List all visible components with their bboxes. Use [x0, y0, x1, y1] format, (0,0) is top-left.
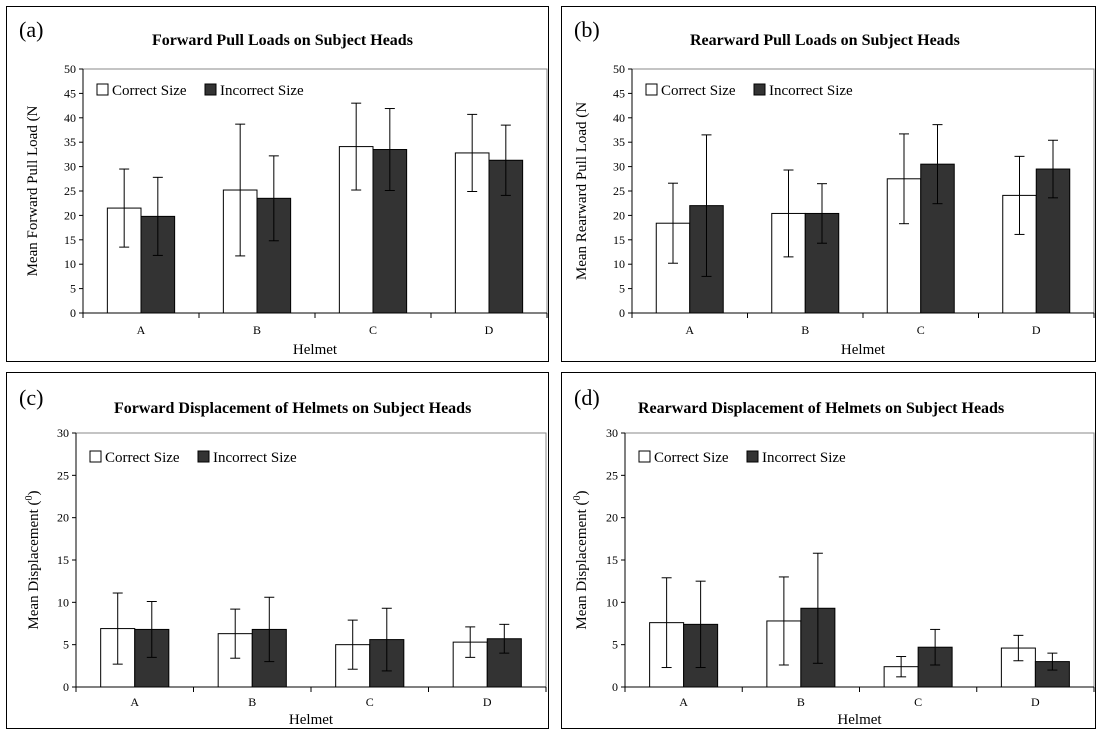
- y-tick-label: 25: [57, 468, 69, 482]
- chart-svg: (b) Rearward Pull Loads on Subject Heads 0…: [574, 17, 1095, 358]
- y-tick-label: 5: [619, 282, 625, 296]
- y-tick-label: 30: [606, 426, 618, 440]
- category-label: D: [1032, 323, 1041, 337]
- y-tick-label: 5: [63, 638, 69, 652]
- y-tick-label: 20: [57, 511, 69, 525]
- chart-panel-a: (a) Forward Pull Loads on Subject Heads 0 5…: [6, 6, 549, 362]
- legend-swatch-incorrect-size: [197, 450, 210, 463]
- x-axis-label: Helmet: [841, 342, 886, 358]
- chart-title: Rearward Pull Loads on Subject Heads: [690, 32, 960, 49]
- y-axis-label: Mean Displacement (0): [572, 490, 590, 629]
- category-label: A: [130, 695, 139, 709]
- chart-panel-d: (d) Rearward Displacement of Helmets on S…: [561, 372, 1096, 729]
- chart-panel-c: (c) Forward Displacement of Helmets on Su…: [6, 372, 549, 729]
- category-label: C: [369, 323, 377, 337]
- legend-label: Correct Size: [112, 83, 187, 99]
- y-tick-label: 45: [64, 86, 76, 100]
- y-tick-label: 5: [70, 282, 76, 296]
- y-tick-label: 0: [612, 680, 618, 694]
- chart-svg: (a) Forward Pull Loads on Subject Heads 0 5…: [19, 17, 548, 358]
- bar-incorrect-size: [486, 638, 522, 688]
- legend-swatch-incorrect-size: [204, 83, 217, 96]
- y-tick-label: 0: [619, 306, 625, 320]
- category-label: C: [917, 323, 925, 337]
- legend-swatch-incorrect-size: [753, 83, 766, 96]
- legend-swatch-correct-size: [96, 83, 109, 96]
- y-tick-label: 35: [613, 135, 625, 149]
- y-tick-label: 25: [606, 468, 618, 482]
- y-axis-label: Mean Rearward Pull Load (N: [574, 102, 590, 280]
- category-label: C: [914, 695, 922, 709]
- chart-title: Forward Displacement of Helmets on Subje…: [114, 400, 471, 417]
- legend-label: Incorrect Size: [762, 450, 846, 466]
- y-tick-label: 10: [613, 257, 625, 271]
- y-tick-label: 0: [63, 680, 69, 694]
- y-tick-label: 20: [613, 208, 625, 222]
- y-tick-label: 5: [612, 638, 618, 652]
- y-tick-label: 15: [57, 553, 69, 567]
- panel-letter: (c): [19, 385, 43, 410]
- y-tick-label: 10: [57, 595, 69, 609]
- legend-label: Incorrect Size: [220, 83, 304, 99]
- x-axis-label: Helmet: [837, 712, 882, 728]
- y-tick-label: 20: [64, 208, 76, 222]
- y-tick-label: 25: [64, 184, 76, 198]
- chart-title: Forward Pull Loads on Subject Heads: [152, 32, 413, 49]
- category-label: B: [801, 323, 809, 337]
- category-label: B: [253, 323, 261, 337]
- x-axis-label: Helmet: [289, 712, 334, 728]
- category-label: D: [485, 323, 494, 337]
- y-tick-label: 30: [57, 426, 69, 440]
- category-label: A: [137, 323, 146, 337]
- legend-swatch-correct-size: [638, 450, 651, 463]
- y-tick-label: 45: [613, 86, 625, 100]
- category-label: D: [483, 695, 492, 709]
- y-tick-label: 15: [613, 233, 625, 247]
- chart-panel-b: (b) Rearward Pull Loads on Subject Heads 0…: [561, 6, 1096, 362]
- legend-swatch-correct-size: [89, 450, 102, 463]
- panel-letter: (a): [19, 17, 43, 42]
- y-tick-label: 25: [613, 184, 625, 198]
- y-tick-label: 30: [64, 160, 76, 174]
- legend-swatch-correct-size: [645, 83, 658, 96]
- legend-swatch-incorrect-size: [746, 450, 759, 463]
- panel-letter: (d): [574, 385, 600, 410]
- category-label: B: [797, 695, 805, 709]
- y-tick-label: 10: [64, 257, 76, 271]
- y-tick-label: 10: [606, 595, 618, 609]
- category-label: B: [248, 695, 256, 709]
- category-label: D: [1031, 695, 1040, 709]
- y-tick-label: 40: [613, 111, 625, 125]
- y-tick-label: 30: [613, 160, 625, 174]
- category-label: C: [366, 695, 374, 709]
- chart-title: Rearward Displacement of Helmets on Subj…: [638, 400, 1004, 417]
- y-tick-label: 50: [613, 62, 625, 76]
- panel-letter: (b): [574, 17, 600, 42]
- chart-svg: (d) Rearward Displacement of Helmets on S…: [572, 385, 1095, 728]
- y-axis-label: Mean Forward Pull Load (N: [25, 105, 41, 276]
- y-axis-label: Mean Displacement (0): [24, 490, 42, 629]
- legend-label: Correct Size: [105, 450, 180, 466]
- y-tick-label: 35: [64, 135, 76, 149]
- legend-label: Correct Size: [654, 450, 729, 466]
- category-label: A: [685, 323, 694, 337]
- y-tick-label: 20: [606, 511, 618, 525]
- y-tick-label: 15: [64, 233, 76, 247]
- category-label: A: [679, 695, 688, 709]
- chart-svg: (c) Forward Displacement of Helmets on Su…: [19, 385, 547, 728]
- legend-label: Incorrect Size: [213, 450, 297, 466]
- x-axis-label: Helmet: [293, 342, 338, 358]
- legend-label: Correct Size: [661, 83, 736, 99]
- y-tick-label: 15: [606, 553, 618, 567]
- y-tick-label: 40: [64, 111, 76, 125]
- y-tick-label: 0: [70, 306, 76, 320]
- bar-incorrect-size: [372, 149, 408, 314]
- legend-label: Incorrect Size: [769, 83, 853, 99]
- y-tick-label: 50: [64, 62, 76, 76]
